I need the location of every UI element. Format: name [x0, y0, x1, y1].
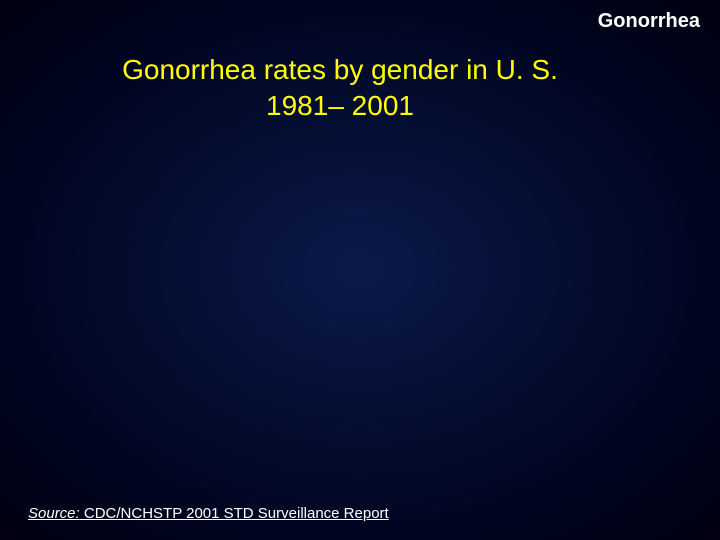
slide-container: Gonorrhea Gonorrhea rates by gender in U… [0, 0, 720, 540]
source-label: Source: [28, 505, 80, 522]
title-line-2: 1981– 2001 [266, 90, 414, 121]
title-line-1: Gonorrhea rates by gender in U. S. [122, 54, 558, 85]
slide-title: Gonorrhea rates by gender in U. S. 1981–… [80, 52, 600, 125]
header-label: Gonorrhea [598, 10, 700, 33]
source-text: CDC/NCHSTP 2001 STD Surveillance Report [80, 505, 389, 522]
source-citation: Source: CDC/NCHSTP 2001 STD Surveillance… [28, 505, 389, 522]
